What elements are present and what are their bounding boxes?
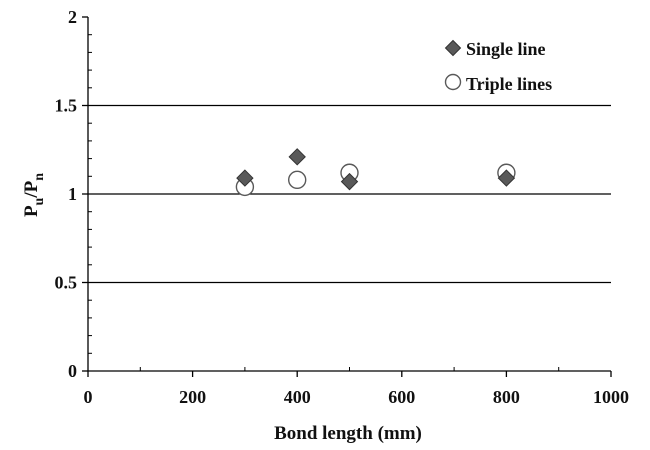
x-tick-label: 400 <box>284 387 311 407</box>
y-axis-title-sub-u: u <box>32 197 47 205</box>
x-axis-title: Bond length (mm) <box>274 423 422 444</box>
x-tick-label: 600 <box>388 387 415 407</box>
point-single-line <box>236 169 254 187</box>
y-axis-title-p2: P <box>21 180 42 192</box>
point-single-line <box>288 148 306 166</box>
x-tick-label: 800 <box>493 387 520 407</box>
legend-marker-triple-lines <box>444 73 462 91</box>
data-points <box>235 148 516 197</box>
point-single-line <box>497 169 516 187</box>
x-tick-label: 200 <box>179 387 206 407</box>
y-tick-label: 1 <box>68 184 77 204</box>
y-axis-title-slash: / <box>21 192 42 199</box>
y-tick-label: 0.5 <box>55 273 78 293</box>
y-tick-label: 0 <box>68 361 77 381</box>
legend-circle <box>444 73 462 91</box>
y-tick-label: 2 <box>68 7 77 27</box>
x-tick-label: 1000 <box>593 387 629 407</box>
x-tick-label: 0 <box>84 387 93 407</box>
y-axis-title-p: P <box>21 205 42 217</box>
y-axis-title: Pu/Pn <box>21 173 47 217</box>
tick-marks <box>82 16 612 377</box>
tick-labels: 0 0.5 1 1.5 2 0 200 400 600 800 1000 <box>55 7 630 407</box>
point-single-line <box>340 172 359 191</box>
gridlines <box>88 104 611 284</box>
legend: Single line Triple lines <box>444 39 552 94</box>
legend-diamond <box>444 39 462 57</box>
point-triple-lines <box>288 170 307 190</box>
legend-marker-single-line <box>444 39 462 57</box>
y-axis-title-sub-n: n <box>32 173 47 181</box>
legend-label-triple-lines: Triple lines <box>466 74 552 94</box>
legend-label-single-line: Single line <box>466 39 546 59</box>
y-tick-label: 1.5 <box>55 96 78 116</box>
